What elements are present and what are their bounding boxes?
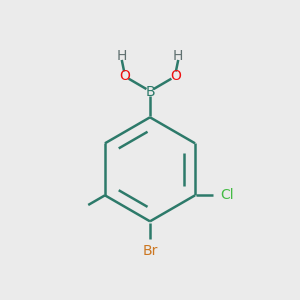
Text: H: H <box>173 50 183 63</box>
Text: B: B <box>145 85 155 99</box>
Text: Cl: Cl <box>220 188 234 202</box>
Text: O: O <box>170 69 181 83</box>
Text: H: H <box>117 50 127 63</box>
Text: O: O <box>119 69 130 83</box>
Text: Br: Br <box>142 244 158 258</box>
